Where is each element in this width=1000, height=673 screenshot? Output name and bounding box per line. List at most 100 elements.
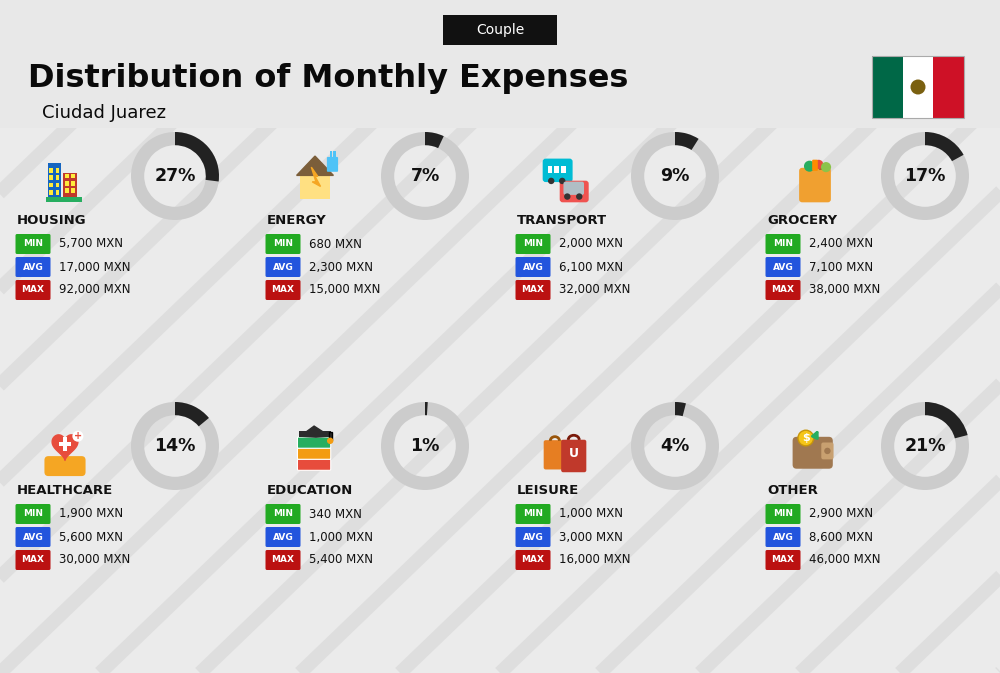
FancyBboxPatch shape (65, 181, 69, 186)
Text: 2,900 MXN: 2,900 MXN (809, 507, 873, 520)
Text: 8,600 MXN: 8,600 MXN (809, 530, 873, 544)
FancyBboxPatch shape (766, 280, 801, 300)
FancyBboxPatch shape (56, 168, 59, 173)
FancyBboxPatch shape (266, 504, 300, 524)
FancyBboxPatch shape (15, 280, 50, 300)
Text: 15,000 MXN: 15,000 MXN (309, 283, 380, 297)
FancyBboxPatch shape (872, 56, 903, 118)
Wedge shape (675, 132, 699, 150)
Text: U: U (569, 447, 579, 460)
Wedge shape (675, 402, 686, 416)
FancyBboxPatch shape (15, 257, 50, 277)
Text: 2,300 MXN: 2,300 MXN (309, 260, 373, 273)
Circle shape (824, 448, 831, 454)
Text: AVG: AVG (523, 532, 543, 542)
Text: 32,000 MXN: 32,000 MXN (559, 283, 630, 297)
Wedge shape (175, 402, 209, 427)
Text: 30,000 MXN: 30,000 MXN (59, 553, 130, 567)
FancyBboxPatch shape (266, 280, 300, 300)
Text: 9%: 9% (660, 167, 690, 185)
FancyBboxPatch shape (766, 234, 801, 254)
Wedge shape (881, 132, 969, 220)
FancyBboxPatch shape (44, 456, 86, 476)
FancyBboxPatch shape (56, 183, 59, 187)
Circle shape (564, 193, 571, 200)
Text: AVG: AVG (273, 262, 293, 271)
Text: 1,000 MXN: 1,000 MXN (309, 530, 373, 544)
FancyBboxPatch shape (821, 442, 834, 460)
Text: Couple: Couple (476, 23, 524, 37)
FancyBboxPatch shape (516, 550, 550, 570)
Text: LEISURE: LEISURE (517, 483, 579, 497)
FancyBboxPatch shape (548, 166, 552, 173)
Text: MIN: MIN (523, 509, 543, 518)
FancyBboxPatch shape (766, 504, 801, 524)
FancyBboxPatch shape (266, 550, 300, 570)
Text: 2,400 MXN: 2,400 MXN (809, 238, 873, 250)
FancyBboxPatch shape (516, 234, 550, 254)
Text: 17%: 17% (904, 167, 946, 185)
Text: 1%: 1% (410, 437, 440, 455)
FancyBboxPatch shape (544, 440, 566, 470)
Text: 16,000 MXN: 16,000 MXN (559, 553, 631, 567)
Wedge shape (925, 402, 968, 438)
Text: MIN: MIN (773, 240, 793, 248)
Text: 17,000 MXN: 17,000 MXN (59, 260, 130, 273)
Text: TRANSPORT: TRANSPORT (517, 213, 607, 227)
Text: +: + (74, 431, 82, 441)
FancyBboxPatch shape (766, 550, 801, 570)
FancyBboxPatch shape (49, 176, 53, 180)
FancyBboxPatch shape (329, 431, 332, 440)
FancyBboxPatch shape (812, 160, 818, 171)
Wedge shape (381, 402, 469, 490)
FancyBboxPatch shape (56, 176, 59, 180)
Circle shape (559, 178, 565, 184)
Text: MIN: MIN (773, 509, 793, 518)
FancyBboxPatch shape (297, 448, 331, 459)
FancyBboxPatch shape (442, 15, 557, 45)
Wedge shape (175, 132, 219, 182)
Circle shape (72, 431, 83, 441)
Text: 46,000 MXN: 46,000 MXN (809, 553, 881, 567)
Polygon shape (297, 156, 333, 176)
Wedge shape (381, 132, 469, 220)
Circle shape (814, 160, 823, 169)
FancyBboxPatch shape (46, 197, 82, 202)
FancyBboxPatch shape (903, 56, 933, 118)
Wedge shape (881, 402, 969, 490)
Text: 4%: 4% (660, 437, 690, 455)
FancyBboxPatch shape (48, 164, 61, 199)
Text: ENERGY: ENERGY (267, 213, 327, 227)
Text: 92,000 MXN: 92,000 MXN (59, 283, 130, 297)
Text: EDUCATION: EDUCATION (267, 483, 353, 497)
FancyBboxPatch shape (300, 176, 330, 199)
FancyBboxPatch shape (59, 441, 71, 446)
Text: 1,000 MXN: 1,000 MXN (559, 507, 623, 520)
Circle shape (821, 162, 831, 172)
Text: AVG: AVG (23, 262, 43, 271)
Wedge shape (131, 132, 219, 220)
Text: 6,100 MXN: 6,100 MXN (559, 260, 623, 273)
Text: AVG: AVG (773, 262, 793, 271)
FancyBboxPatch shape (266, 234, 300, 254)
Text: AVG: AVG (23, 532, 43, 542)
FancyBboxPatch shape (0, 0, 1000, 128)
FancyBboxPatch shape (327, 157, 338, 172)
FancyBboxPatch shape (71, 181, 75, 186)
Text: 38,000 MXN: 38,000 MXN (809, 283, 880, 297)
FancyBboxPatch shape (561, 439, 586, 472)
Text: MAX: MAX (522, 555, 544, 565)
FancyBboxPatch shape (266, 257, 300, 277)
FancyBboxPatch shape (297, 459, 331, 470)
FancyBboxPatch shape (560, 180, 589, 203)
Text: 7,100 MXN: 7,100 MXN (809, 260, 873, 273)
Wedge shape (631, 132, 719, 220)
FancyBboxPatch shape (933, 56, 964, 118)
Text: MAX: MAX (772, 555, 794, 565)
FancyBboxPatch shape (766, 527, 801, 547)
Polygon shape (300, 426, 330, 437)
Text: MIN: MIN (23, 509, 43, 518)
Text: AVG: AVG (773, 532, 793, 542)
Wedge shape (925, 132, 964, 161)
Wedge shape (425, 132, 444, 148)
